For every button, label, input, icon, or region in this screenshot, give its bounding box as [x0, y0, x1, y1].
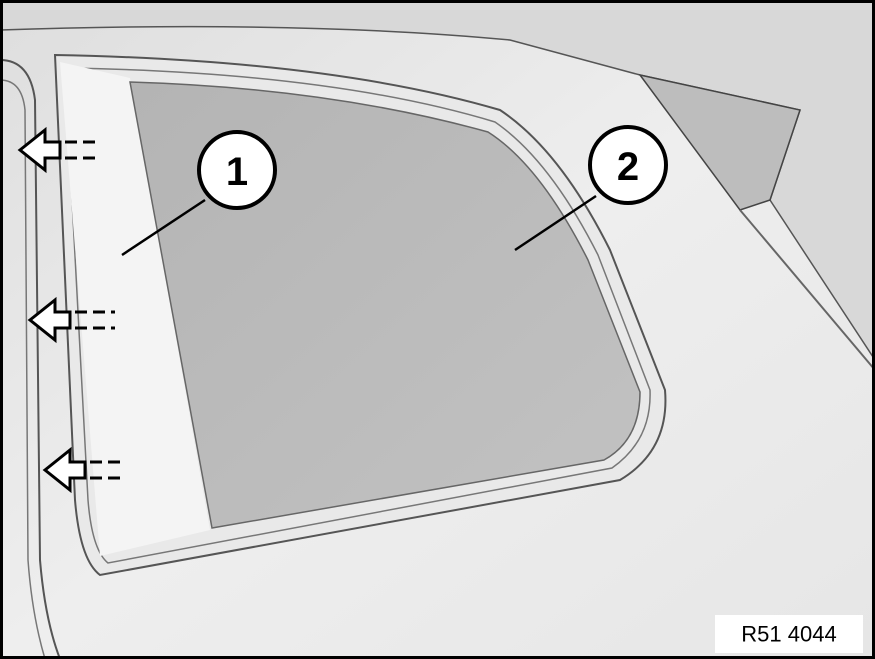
door-edge	[0, 59, 61, 659]
arrow-dash	[65, 140, 125, 480]
callout-label: 1	[226, 150, 248, 194]
callout-circle	[588, 125, 668, 205]
body-line	[739, 209, 875, 371]
figure-id: R51 4044	[741, 622, 836, 647]
leader-line	[514, 194, 597, 252]
door-edge	[0, 79, 46, 659]
arrow	[42, 446, 87, 494]
arrows	[17, 126, 125, 494]
leader-line	[121, 198, 206, 257]
figure-id-box	[715, 615, 863, 653]
arrow	[27, 296, 72, 344]
window-seal	[64, 67, 651, 564]
pillar-cover	[60, 62, 210, 556]
callout-circle	[197, 130, 277, 210]
spoiler	[638, 73, 801, 211]
arrow	[17, 126, 62, 174]
callout-label: 2	[617, 145, 639, 189]
